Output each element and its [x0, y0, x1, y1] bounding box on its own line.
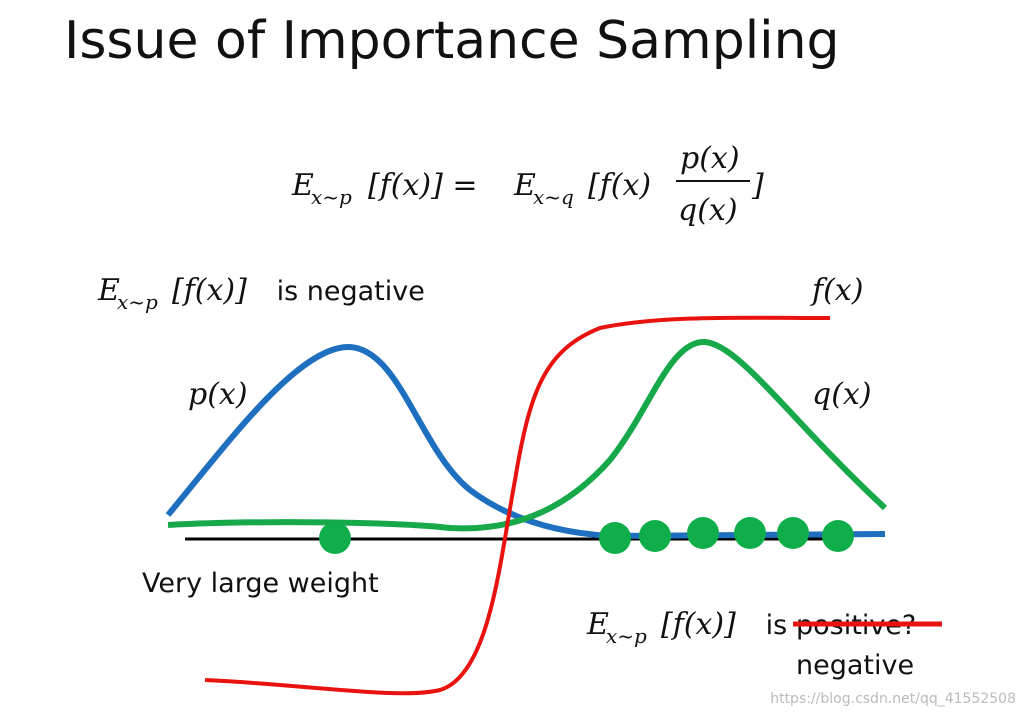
formula-numerator: p(x)	[680, 141, 740, 176]
formula-denominator: q(x)	[678, 193, 738, 228]
neg-e: E	[97, 273, 120, 308]
formula-rhs-end: ]	[751, 168, 764, 203]
formula: E x~p [f(x)] = E x~q [f(x) p(x) q(x) ]	[291, 141, 764, 228]
pos-is: is	[757, 610, 796, 641]
watermark: https://blog.csdn.net/qq_41552508	[770, 691, 1016, 707]
sample-dot	[599, 522, 631, 554]
neg-rest: [f(x)]	[172, 273, 247, 308]
weight-label: Very large weight	[142, 568, 379, 599]
formula-rhs-e: E	[513, 168, 536, 203]
q-curve	[167, 338, 888, 532]
sample-dot	[734, 517, 766, 549]
sample-dot	[639, 520, 671, 552]
formula-lhs-e: E	[291, 168, 314, 203]
pos-rest: [f(x)]	[661, 607, 736, 642]
q-label: q(x)	[812, 377, 872, 412]
sample-dot	[822, 520, 854, 552]
pos-correction: negative	[796, 650, 914, 681]
sample-dot	[777, 517, 809, 549]
samples	[319, 517, 854, 554]
formula-lhs-sub: x~p	[311, 185, 352, 209]
sample-dot	[319, 522, 351, 554]
formula-rhs-sub: x~q	[533, 185, 574, 209]
p-label: p(x)	[188, 377, 248, 412]
f-curve	[204, 315, 831, 696]
positive-label: E x~p [f(x)] is positive? negative	[586, 607, 942, 681]
pos-e: E	[586, 607, 609, 642]
f-label: f(x)	[810, 273, 863, 308]
title: Issue of Importance Sampling	[64, 11, 840, 71]
p-curve	[165, 343, 886, 540]
formula-rhs-mid: [f(x)	[588, 168, 651, 203]
sample-dot	[687, 517, 719, 549]
negative-label: E x~p [f(x)] is negative	[97, 273, 425, 314]
neg-text: is negative	[268, 276, 425, 307]
neg-sub: x~p	[117, 290, 158, 314]
formula-lhs-rest: [f(x)] =	[368, 168, 487, 203]
pos-sub: x~p	[606, 624, 647, 648]
